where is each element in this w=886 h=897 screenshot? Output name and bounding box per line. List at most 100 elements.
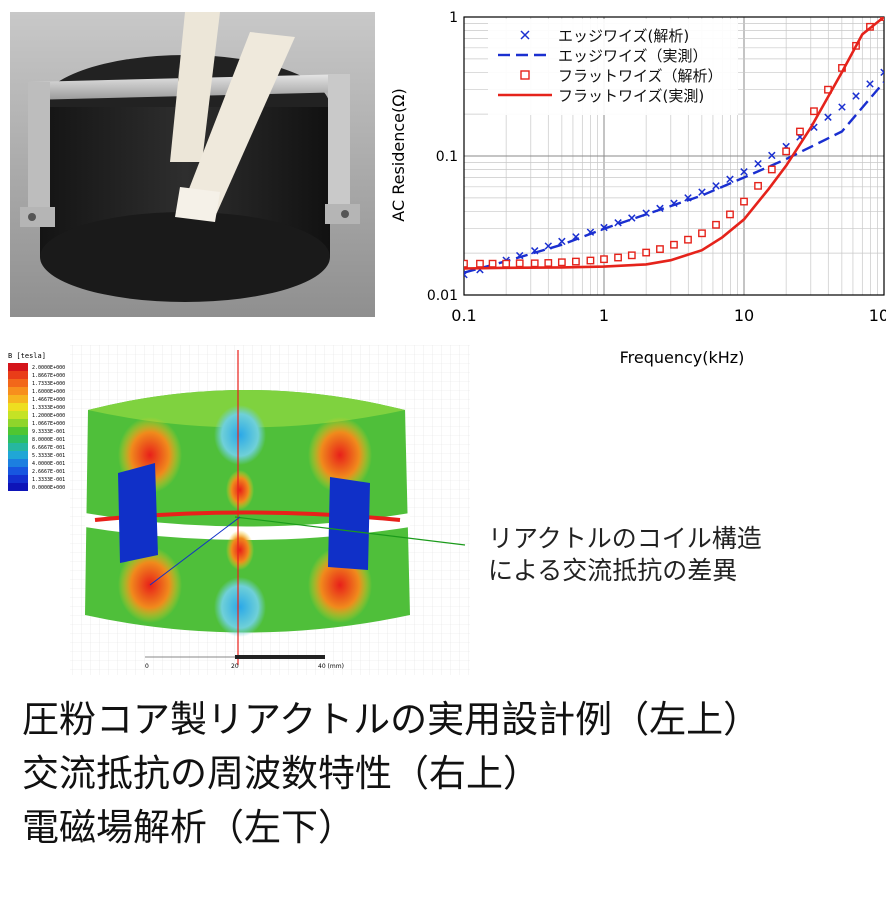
- fem-legend-value: 1.3333E+000: [32, 405, 65, 411]
- reactor-photo: [10, 12, 375, 317]
- fem-legend-value: 6.6667E-001: [32, 445, 65, 451]
- x-tick-label: 100: [869, 306, 886, 325]
- fem-legend-swatch: [8, 411, 28, 419]
- fem-legend-value: 1.4667E+000: [32, 397, 65, 403]
- edgewise-analysis-point: [838, 103, 846, 111]
- flatwise-analysis-point: [670, 240, 678, 249]
- x-axis-label: Frequency(kHz): [620, 348, 745, 367]
- fem-legend-title: B [tesla]: [8, 352, 46, 360]
- x-tick-label: 1: [599, 306, 609, 325]
- fem-legend-swatch: [8, 459, 28, 467]
- fem-legend-swatch: [8, 395, 28, 403]
- fem-legend-swatch: [8, 467, 28, 475]
- fem-legend-swatch: [8, 363, 28, 371]
- fem-legend-swatch: [8, 443, 28, 451]
- ac-resistance-chart: 0.1 1 10 100 0.01 0.1 1 Frequency(kHz) AC Resi…: [389, 10, 886, 367]
- legend-label: フラットワイズ(実測): [558, 87, 704, 105]
- edgewise-analysis-point: [740, 168, 748, 176]
- fem-legend-value: 1.6000E+000: [32, 389, 65, 395]
- edgewise-analysis-point: [726, 175, 734, 184]
- fem-legend-value: 5.3333E-001: [32, 453, 65, 459]
- legend-label: フラットワイズ（解析）: [558, 67, 723, 85]
- flatwise-analysis-point: [712, 220, 720, 229]
- flatwise-analysis-point: [476, 259, 484, 268]
- fem-legend-value: 8.0000E-001: [32, 437, 65, 443]
- fem-legend-value: 0.0000E+000: [32, 485, 65, 491]
- flatwise-analysis-point: [586, 256, 595, 265]
- flatwise-analysis-point: [530, 259, 539, 268]
- fem-legend-swatch: [8, 403, 28, 411]
- series-group: [464, 17, 884, 279]
- flatwise-analysis-point: [698, 229, 706, 238]
- flatwise-analysis-point: [754, 181, 762, 190]
- flatwise-analysis-point: [684, 235, 692, 244]
- caption-design-example: 圧粉コア製リアクトルの実用設計例（左上）: [22, 698, 761, 741]
- flatwise-measured-line: [464, 17, 884, 270]
- fem-legend-value: 1.7333E+000: [32, 381, 65, 387]
- flatwise-analysis-point: [488, 259, 497, 268]
- edgewise-analysis-point: [768, 151, 776, 160]
- flatwise-analysis-point: [572, 257, 580, 266]
- fem-legend-swatch: [8, 483, 28, 491]
- edgewise-analysis-point: [754, 159, 762, 168]
- plot-frame: [463, 16, 885, 296]
- edgewise-measured-line: [464, 81, 884, 274]
- edgewise-analysis-point: [880, 68, 884, 77]
- edgewise-analysis-point: [712, 182, 720, 190]
- fem-legend-value: 9.3333E-001: [32, 429, 65, 435]
- fem-legend-value: 1.8667E+000: [32, 373, 65, 379]
- legend-square-marker: [520, 70, 530, 80]
- y-tick-label: 1: [449, 10, 458, 26]
- note-line-1: リアクトルのコイル構造: [488, 524, 762, 553]
- fem-legend-swatch: [8, 451, 28, 459]
- fem-legend-value: 2.0000E+000: [32, 365, 65, 371]
- y-axis-label: AC Residence(Ω): [389, 88, 408, 221]
- fem-legend-swatch: [8, 371, 28, 379]
- scale-label-0: 0: [145, 663, 149, 670]
- y-tick-label: 0.1: [436, 149, 458, 165]
- x-tick-label: 10: [734, 306, 754, 325]
- coil-structure-note: リアクトルのコイル構造 による交流抵抗の差異: [488, 523, 762, 587]
- legend-label: エッジワイズ(解析): [558, 27, 689, 45]
- edgewise-analysis-point: [852, 92, 860, 100]
- fem-legend-swatch: [8, 475, 28, 483]
- fem-legend-value: 2.6667E-001: [32, 469, 65, 475]
- fem-legend-value: 1.0667E+000: [32, 421, 65, 427]
- fem-legend-value: 1.3333E-001: [32, 477, 65, 483]
- legend-label: エッジワイズ（実測）: [558, 47, 708, 65]
- legend-box: [488, 19, 738, 115]
- edgewise-analysis-point: [558, 237, 566, 246]
- flatwise-analysis-point: [502, 259, 511, 268]
- caption-block: 圧粉コア製リアクトルの実用設計例（左上） 交流抵抗の周波数特性（右上） 電磁場解…: [22, 693, 760, 855]
- flatwise-analysis-point: [767, 165, 776, 174]
- flatwise-analysis-point: [600, 255, 608, 264]
- legend-x-marker: [520, 30, 530, 40]
- fem-legend-value: 4.0000E-001: [32, 461, 65, 467]
- flatwise-analysis-point: [515, 259, 524, 268]
- scale-label-20: 20: [231, 663, 239, 670]
- flatwise-analysis-point: [782, 147, 791, 156]
- flatwise-analysis-point: [656, 245, 664, 253]
- fem-field-plot: B [tesla] 2.0000E+000 1.8667E+000 1.7333E+…: [0, 345, 470, 675]
- fem-legend-swatch: [8, 435, 28, 443]
- fem-legend-value: 1.2000E+000: [32, 413, 65, 419]
- edgewise-analysis-point: [544, 242, 553, 250]
- flatwise-analysis-point: [642, 248, 651, 257]
- flatwise-analysis-point: [740, 197, 748, 206]
- edgewise-analysis-point: [866, 80, 874, 88]
- flatwise-analysis-point: [810, 107, 818, 116]
- flatwise-analysis-point: [726, 210, 734, 219]
- tick-labels: 0.1 1 10 100 0.01 0.1 1: [427, 10, 886, 325]
- flatwise-analysis-point: [464, 259, 468, 268]
- flatwise-analysis-point: [557, 258, 566, 267]
- flatwise-analysis-point: [614, 253, 622, 262]
- y-tick-label: 0.01: [427, 288, 458, 304]
- caption-frequency: 交流抵抗の周波数特性（右上）: [22, 752, 540, 795]
- note-line-2: による交流抵抗の差異: [488, 556, 738, 585]
- fem-legend-swatch: [8, 419, 28, 427]
- flatwise-analysis-point: [627, 251, 636, 260]
- fem-legend-swatch: [8, 379, 28, 387]
- fem-legend-swatch: [8, 387, 28, 395]
- flatwise-analysis-point: [796, 127, 804, 136]
- chart-legend: エッジワイズ(解析) エッジワイズ（実測） フラットワイズ（解析） フラットワイズ(実…: [488, 19, 738, 115]
